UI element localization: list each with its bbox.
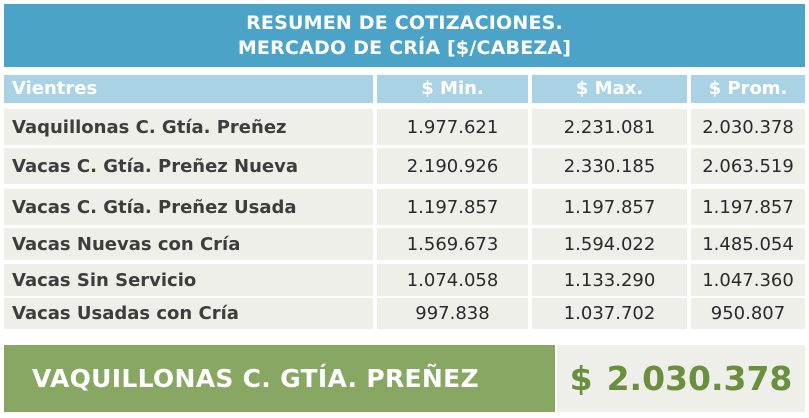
cell-prom: 1.047.360 <box>691 264 805 296</box>
highlight-value: 2.030.378 <box>606 359 793 398</box>
column-header-vientres: Vientres <box>4 75 373 103</box>
highlight-label: VAQUILLONAS C. GTÍA. PREÑEZ <box>4 345 555 412</box>
cell-max: 1.594.022 <box>532 228 687 260</box>
title-line-2: MERCADO DE CRÍA [$/CABEZA] <box>237 36 572 59</box>
cell-max: 1.197.857 <box>532 189 687 225</box>
cell-min: 1.977.621 <box>377 109 528 145</box>
row-label: Vacas C. Gtía. Preñez Nueva <box>4 148 373 184</box>
row-label: Vacas Usadas con Cría <box>4 298 373 329</box>
title-line-1: RESUMEN DE COTIZACIONES. <box>246 11 563 34</box>
cell-prom: 1.485.054 <box>691 228 805 260</box>
cell-prom: 2.063.519 <box>691 148 805 184</box>
column-header-max: $ Max. <box>532 75 687 103</box>
currency-symbol: $ <box>569 359 593 398</box>
cell-max: 1.133.290 <box>532 264 687 296</box>
page-title: RESUMEN DE COTIZACIONES. MERCADO DE CRÍA… <box>4 4 805 67</box>
cell-min: 997.838 <box>377 298 528 329</box>
cell-prom: 2.030.378 <box>691 109 805 145</box>
cell-max: 2.330.185 <box>532 148 687 184</box>
cell-max: 1.037.702 <box>532 298 687 329</box>
row-label: Vacas C. Gtía. Preñez Usada <box>4 189 373 225</box>
column-header-min: $ Min. <box>377 75 528 103</box>
cell-min: 2.190.926 <box>377 148 528 184</box>
column-header-prom: $ Prom. <box>691 75 805 103</box>
row-label: Vacas Nuevas con Cría <box>4 228 373 260</box>
cell-prom: 1.197.857 <box>691 189 805 225</box>
row-label: Vaquillonas C. Gtía. Preñez <box>4 109 373 145</box>
highlight-price: $ 2.030.378 <box>557 345 805 412</box>
cell-min: 1.197.857 <box>377 189 528 225</box>
cell-max: 2.231.081 <box>532 109 687 145</box>
cell-min: 1.569.673 <box>377 228 528 260</box>
cell-min: 1.074.058 <box>377 264 528 296</box>
cell-prom: 950.807 <box>691 298 805 329</box>
row-label: Vacas Sin Servicio <box>4 264 373 296</box>
